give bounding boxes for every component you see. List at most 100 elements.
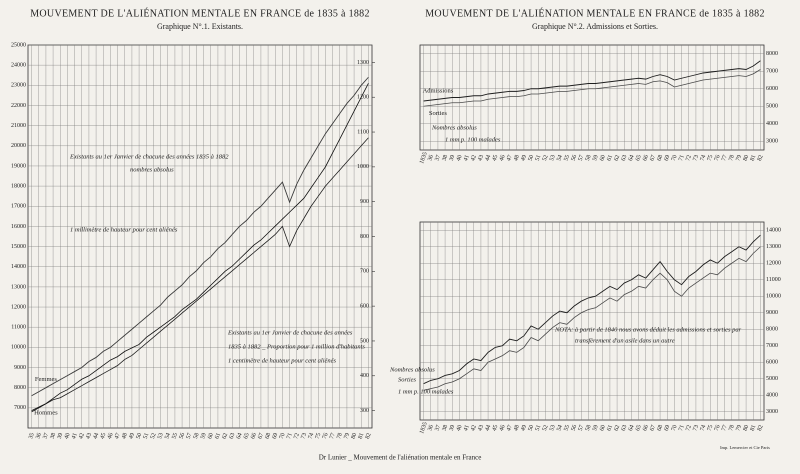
x-tick-label: 44 (93, 432, 101, 440)
y-tick-label: 11000 (11, 325, 26, 331)
annotation: Sorties (398, 376, 417, 383)
x-tick-label: 57 (578, 154, 586, 162)
x-tick-label: 74 (700, 154, 708, 162)
footer-author: Dr Lunier _ Mouvement de l'aliénation me… (319, 454, 482, 462)
x-tick-label: 69 (664, 154, 672, 162)
x-tick-label: 1835 (419, 151, 429, 164)
x-tick-label: 58 (585, 424, 593, 432)
x-tick-label: 69 (272, 432, 280, 440)
x-tick-label: 35 (28, 432, 36, 440)
chart-title: MOUVEMENT DE L'ALIÉNATION MENTALE EN FRA… (425, 7, 765, 19)
y-tick-label: 16000 (11, 224, 26, 230)
x-tick-label: 58 (585, 154, 593, 162)
x-tick-label: 66 (250, 432, 258, 440)
y2-tick-label: 500 (360, 338, 369, 344)
x-tick-label: 43 (477, 424, 485, 432)
x-tick-label: 64 (236, 432, 244, 440)
x-tick-label: 81 (750, 424, 758, 432)
x-tick-label: 76 (714, 154, 722, 162)
x-tick-label: 63 (229, 432, 237, 440)
x-tick-label: 60 (207, 432, 215, 440)
y-tick-label: 8000 (14, 385, 26, 391)
x-tick-label: 72 (685, 424, 693, 432)
x-tick-label: 81 (358, 432, 366, 440)
x-tick-label: 65 (635, 154, 643, 162)
y-tick-label: 4000 (766, 121, 778, 127)
x-tick-label: 70 (671, 154, 679, 162)
x-tick-label: 38 (50, 432, 58, 440)
y-tick-label: 12000 (766, 261, 781, 267)
y-tick-label: 14000 (766, 228, 781, 234)
x-tick-label: 61 (606, 424, 614, 432)
annotation: transfèrement d'un asile dans un autre (575, 337, 675, 344)
x-tick-label: 38 (442, 424, 450, 432)
y-tick-label: 6000 (766, 86, 778, 92)
x-tick-label: 54 (556, 424, 564, 432)
x-tick-label: 71 (678, 424, 686, 432)
x-tick-label: 62 (614, 154, 622, 162)
x-tick-label: 66 (642, 154, 650, 162)
x-tick-label: 42 (470, 424, 478, 432)
x-tick-label: 59 (592, 424, 600, 432)
series-line (31, 83, 369, 411)
x-tick-label: 76 (714, 424, 722, 432)
x-tick-label: 46 (499, 424, 507, 432)
x-tick-label: 54 (556, 154, 564, 162)
x-tick-label: 73 (692, 424, 700, 432)
y-tick-label: 8000 (766, 327, 778, 333)
y2-tick-label: 400 (360, 373, 369, 379)
x-tick-label: 47 (506, 154, 514, 162)
x-tick-label: 65 (635, 424, 643, 432)
x-tick-label: 77 (721, 154, 729, 162)
x-tick-label: 68 (265, 432, 273, 440)
y-tick-label: 4000 (766, 393, 778, 399)
y2-tick-label: 1300 (357, 60, 369, 66)
y-tick-label: 10000 (11, 345, 26, 351)
x-tick-label: 42 (78, 432, 86, 440)
x-tick-label: 72 (293, 432, 301, 440)
annotation: 1 mm p. 100 malades (398, 388, 454, 395)
x-tick-label: 50 (528, 424, 536, 432)
x-tick-label: 41 (463, 154, 471, 162)
x-tick-label: 82 (757, 424, 765, 432)
y2-tick-label: 1100 (357, 129, 369, 135)
x-tick-label: 75 (315, 432, 323, 440)
x-tick-label: 39 (57, 432, 65, 440)
x-tick-label: 36 (427, 424, 435, 432)
y-tick-label: 8000 (766, 51, 778, 57)
x-tick-label: 40 (456, 424, 464, 432)
y2-tick-label: 300 (360, 408, 369, 414)
x-tick-label: 74 (308, 432, 316, 440)
x-tick-label: 57 (578, 424, 586, 432)
x-tick-label: 45 (492, 154, 500, 162)
y-tick-label: 13000 (766, 244, 781, 250)
x-tick-label: 81 (750, 154, 758, 162)
x-tick-label: 71 (286, 432, 294, 440)
x-tick-label: 78 (728, 424, 736, 432)
y-tick-label: 12000 (11, 304, 26, 310)
annotation: Nombres absolus (431, 124, 477, 131)
x-tick-label: 58 (193, 432, 201, 440)
y-tick-label: 5000 (766, 104, 778, 110)
x-tick-label: 36 (427, 154, 435, 162)
x-tick-label: 49 (128, 432, 136, 440)
series-line (423, 234, 761, 385)
x-tick-label: 36 (35, 432, 43, 440)
y-tick-label: 24000 (11, 63, 26, 69)
x-tick-label: 55 (171, 432, 179, 440)
x-tick-label: 45 (100, 432, 108, 440)
x-tick-label: 64 (628, 154, 636, 162)
x-tick-label: 77 (329, 432, 337, 440)
x-tick-label: 52 (542, 424, 550, 432)
y-tick-label: 14000 (11, 264, 26, 270)
x-tick-label: 43 (85, 432, 93, 440)
x-tick-label: 48 (121, 432, 129, 440)
y2-tick-label: 1000 (357, 164, 369, 170)
annotation: 1835 à 1882 _ Proportion pour 1 million … (228, 343, 365, 350)
x-tick-label: 57 (186, 432, 194, 440)
x-tick-label: 52 (542, 154, 550, 162)
annotation: 1 mm p. 100 malades (445, 136, 501, 143)
x-tick-label: 67 (649, 154, 657, 162)
